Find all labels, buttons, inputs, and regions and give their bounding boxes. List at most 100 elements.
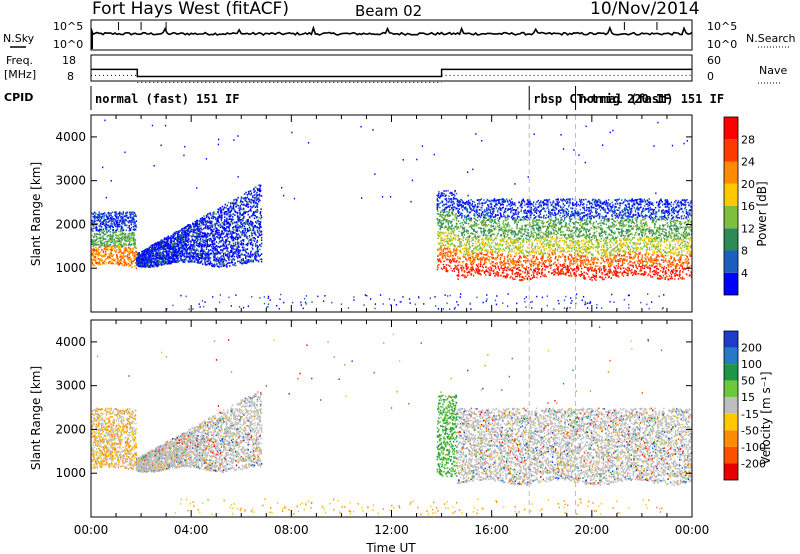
- range-cell: [472, 250, 474, 253]
- range-cell: [442, 244, 445, 246]
- range-cell: [105, 246, 107, 248]
- range-cell: [245, 222, 247, 225]
- range-cell: [104, 248, 106, 251]
- range-cell: [243, 225, 246, 228]
- range-cell: [177, 261, 179, 263]
- range-cell: [208, 250, 210, 252]
- noise-line: [90, 25, 693, 37]
- range-cell: [445, 240, 447, 243]
- range-cell: [470, 219, 473, 221]
- range-cell: [154, 249, 156, 252]
- range-cell: [189, 230, 192, 233]
- range-cell: [478, 270, 481, 272]
- range-cell: [164, 238, 166, 241]
- range-cell: [461, 274, 463, 277]
- range-cell: [260, 236, 263, 239]
- range-cell: [455, 260, 458, 263]
- range-cell: [193, 244, 196, 247]
- range-cell: [232, 254, 234, 256]
- range-cell: [445, 203, 448, 206]
- range-cell: [235, 252, 237, 254]
- range-cell: [103, 230, 105, 233]
- range-cell: [125, 235, 127, 237]
- range-cell: [217, 224, 219, 226]
- range-cell: [152, 257, 154, 259]
- range-cell: [444, 208, 446, 211]
- range-cell: [441, 224, 443, 226]
- range-cell: [213, 211, 215, 213]
- range-cell: [101, 217, 103, 220]
- range-cell: [141, 254, 143, 256]
- range-cell: [117, 246, 120, 249]
- range-cell: [105, 223, 107, 226]
- range-cell: [112, 254, 115, 256]
- range-cell: [447, 255, 449, 258]
- range-cell: [118, 251, 120, 253]
- range-cell: [128, 260, 130, 263]
- range-cell: [169, 237, 171, 240]
- range-cell: [183, 254, 185, 256]
- range-cell: [449, 192, 451, 195]
- range-cell: [472, 242, 474, 245]
- range-cell: [250, 199, 253, 201]
- range-cell: [461, 201, 463, 204]
- range-cell: [216, 263, 218, 265]
- range-cell: [232, 239, 234, 242]
- range-cell: [472, 255, 474, 258]
- range-cell: [225, 220, 227, 223]
- range-cell: [470, 220, 472, 222]
- range-cell: [165, 261, 167, 263]
- range-cell: [218, 266, 220, 268]
- range-cell: [97, 262, 100, 264]
- range-cell: [124, 250, 127, 253]
- range-cell: [99, 254, 101, 256]
- range-cell: [139, 262, 142, 264]
- range-cell: [252, 239, 254, 241]
- range-cell: [151, 248, 153, 250]
- range-cell: [93, 255, 95, 257]
- range-cell: [477, 254, 479, 256]
- range-cell: [257, 200, 260, 203]
- range-cell: [186, 254, 188, 257]
- range-cell: [223, 208, 225, 210]
- range-cell: [232, 227, 234, 229]
- range-cell: [131, 254, 134, 256]
- range-cell: [174, 245, 177, 248]
- range-cell: [215, 252, 218, 254]
- range-cell: [466, 268, 468, 271]
- range-cell: [259, 254, 261, 257]
- range-cell: [440, 240, 442, 242]
- range-cell: [480, 209, 482, 211]
- range-cell: [443, 238, 445, 241]
- range-cell: [174, 261, 176, 263]
- range-cell: [177, 246, 179, 248]
- range-cell: [171, 247, 173, 249]
- range-cell: [214, 222, 216, 225]
- range-cell: [92, 215, 94, 218]
- range-cell: [465, 263, 468, 265]
- range-cell: [162, 247, 164, 250]
- range-cell: [227, 230, 230, 233]
- range-cell: [129, 252, 131, 255]
- range-cell: [109, 234, 112, 236]
- range-cell: [122, 253, 125, 256]
- range-cell: [467, 255, 469, 257]
- range-cell: [260, 233, 263, 236]
- range-cell: [152, 262, 155, 264]
- range-cell: [220, 240, 222, 243]
- range-cell: [450, 222, 452, 224]
- range-cell: [482, 224, 484, 227]
- range-cell: [236, 203, 238, 206]
- range-cell: [239, 214, 241, 216]
- range-cell: [208, 257, 211, 259]
- range-cell: [192, 249, 194, 251]
- range-cell: [190, 250, 193, 253]
- range-cell: [212, 253, 214, 256]
- range-cell: [193, 225, 195, 227]
- range-cell: [486, 207, 488, 209]
- range-cell: [121, 228, 123, 230]
- range-cell: [223, 213, 226, 216]
- range-cell: [162, 259, 164, 262]
- range-cell: [95, 249, 97, 251]
- range-cell: [465, 237, 468, 239]
